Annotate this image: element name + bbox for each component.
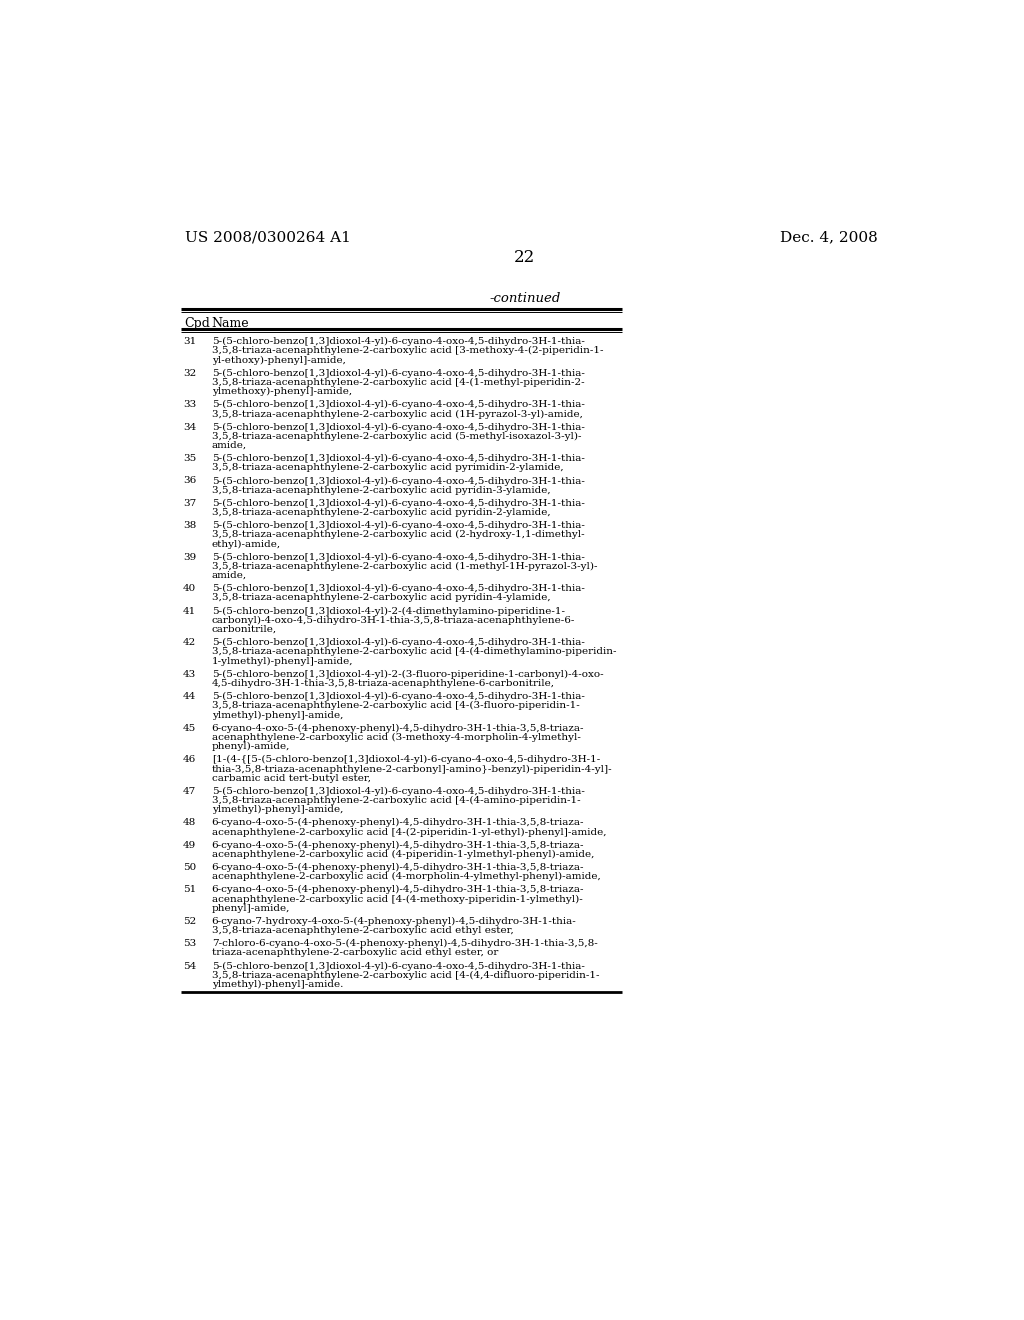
Text: 6-cyano-4-oxo-5-(4-phenoxy-phenyl)-4,5-dihydro-3H-1-thia-3,5,8-triaza-: 6-cyano-4-oxo-5-(4-phenoxy-phenyl)-4,5-d… — [212, 723, 585, 733]
Text: 46: 46 — [183, 755, 197, 764]
Text: 45: 45 — [183, 723, 197, 733]
Text: acenaphthylene-2-carboxylic acid (4-morpholin-4-ylmethyl-phenyl)-amide,: acenaphthylene-2-carboxylic acid (4-morp… — [212, 873, 600, 882]
Text: 5-(5-chloro-benzo[1,3]dioxol-4-yl)-6-cyano-4-oxo-4,5-dihydro-3H-1-thia-: 5-(5-chloro-benzo[1,3]dioxol-4-yl)-6-cya… — [212, 521, 585, 531]
Text: 43: 43 — [183, 669, 197, 678]
Text: 39: 39 — [183, 553, 197, 561]
Text: amide,: amide, — [212, 572, 247, 579]
Text: Dec. 4, 2008: Dec. 4, 2008 — [780, 230, 879, 244]
Text: yl-ethoxy)-phenyl]-amide,: yl-ethoxy)-phenyl]-amide, — [212, 355, 345, 364]
Text: ethyl)-amide,: ethyl)-amide, — [212, 540, 281, 549]
Text: 3,5,8-triaza-acenaphthylene-2-carboxylic acid (1-methyl-1H-pyrazol-3-yl)-: 3,5,8-triaza-acenaphthylene-2-carboxylic… — [212, 562, 597, 572]
Text: 5-(5-chloro-benzo[1,3]dioxol-4-yl)-6-cyano-4-oxo-4,5-dihydro-3H-1-thia-: 5-(5-chloro-benzo[1,3]dioxol-4-yl)-6-cya… — [212, 477, 585, 486]
Text: 7-chloro-6-cyano-4-oxo-5-(4-phenoxy-phenyl)-4,5-dihydro-3H-1-thia-3,5,8-: 7-chloro-6-cyano-4-oxo-5-(4-phenoxy-phen… — [212, 940, 597, 948]
Text: ylmethyl)-phenyl]-amide,: ylmethyl)-phenyl]-amide, — [212, 805, 343, 814]
Text: 5-(5-chloro-benzo[1,3]dioxol-4-yl)-6-cyano-4-oxo-4,5-dihydro-3H-1-thia-: 5-(5-chloro-benzo[1,3]dioxol-4-yl)-6-cya… — [212, 585, 585, 593]
Text: 3,5,8-triaza-acenaphthylene-2-carboxylic acid (2-hydroxy-1,1-dimethyl-: 3,5,8-triaza-acenaphthylene-2-carboxylic… — [212, 531, 585, 540]
Text: carbamic acid tert-butyl ester,: carbamic acid tert-butyl ester, — [212, 774, 371, 783]
Text: 5-(5-chloro-benzo[1,3]dioxol-4-yl)-6-cyano-4-oxo-4,5-dihydro-3H-1-thia-: 5-(5-chloro-benzo[1,3]dioxol-4-yl)-6-cya… — [212, 638, 585, 647]
Text: ylmethyl)-phenyl]-amide,: ylmethyl)-phenyl]-amide, — [212, 710, 343, 719]
Text: 3,5,8-triaza-acenaphthylene-2-carboxylic acid pyridin-4-ylamide,: 3,5,8-triaza-acenaphthylene-2-carboxylic… — [212, 594, 550, 602]
Text: 3,5,8-triaza-acenaphthylene-2-carboxylic acid [4-(1-methyl-piperidin-2-: 3,5,8-triaza-acenaphthylene-2-carboxylic… — [212, 378, 585, 387]
Text: 3,5,8-triaza-acenaphthylene-2-carboxylic acid ethyl ester,: 3,5,8-triaza-acenaphthylene-2-carboxylic… — [212, 927, 513, 935]
Text: 3,5,8-triaza-acenaphthylene-2-carboxylic acid pyridin-2-ylamide,: 3,5,8-triaza-acenaphthylene-2-carboxylic… — [212, 508, 550, 517]
Text: 6-cyano-7-hydroxy-4-oxo-5-(4-phenoxy-phenyl)-4,5-dihydro-3H-1-thia-: 6-cyano-7-hydroxy-4-oxo-5-(4-phenoxy-phe… — [212, 917, 577, 925]
Text: -continued: -continued — [489, 292, 560, 305]
Text: 3,5,8-triaza-acenaphthylene-2-carboxylic acid pyridin-3-ylamide,: 3,5,8-triaza-acenaphthylene-2-carboxylic… — [212, 486, 550, 495]
Text: 33: 33 — [183, 400, 197, 409]
Text: 5-(5-chloro-benzo[1,3]dioxol-4-yl)-6-cyano-4-oxo-4,5-dihydro-3H-1-thia-: 5-(5-chloro-benzo[1,3]dioxol-4-yl)-6-cya… — [212, 400, 585, 409]
Text: 42: 42 — [183, 638, 197, 647]
Text: amide,: amide, — [212, 441, 247, 450]
Text: 36: 36 — [183, 477, 197, 486]
Text: 5-(5-chloro-benzo[1,3]dioxol-4-yl)-6-cyano-4-oxo-4,5-dihydro-3H-1-thia-: 5-(5-chloro-benzo[1,3]dioxol-4-yl)-6-cya… — [212, 787, 585, 796]
Text: 38: 38 — [183, 521, 197, 531]
Text: thia-3,5,8-triaza-acenaphthylene-2-carbonyl]-amino}-benzyl)-piperidin-4-yl]-: thia-3,5,8-triaza-acenaphthylene-2-carbo… — [212, 764, 612, 774]
Text: 40: 40 — [183, 585, 197, 593]
Text: 47: 47 — [183, 787, 197, 796]
Text: 3,5,8-triaza-acenaphthylene-2-carboxylic acid [4-(4,4-difluoro-piperidin-1-: 3,5,8-triaza-acenaphthylene-2-carboxylic… — [212, 970, 599, 979]
Text: 31: 31 — [183, 337, 197, 346]
Text: 6-cyano-4-oxo-5-(4-phenoxy-phenyl)-4,5-dihydro-3H-1-thia-3,5,8-triaza-: 6-cyano-4-oxo-5-(4-phenoxy-phenyl)-4,5-d… — [212, 818, 585, 828]
Text: carbonyl)-4-oxo-4,5-dihydro-3H-1-thia-3,5,8-triaza-acenaphthylene-6-: carbonyl)-4-oxo-4,5-dihydro-3H-1-thia-3,… — [212, 615, 575, 624]
Text: US 2008/0300264 A1: US 2008/0300264 A1 — [184, 230, 350, 244]
Text: 3,5,8-triaza-acenaphthylene-2-carboxylic acid (5-methyl-isoxazol-3-yl)-: 3,5,8-triaza-acenaphthylene-2-carboxylic… — [212, 432, 582, 441]
Text: 48: 48 — [183, 818, 197, 828]
Text: 5-(5-chloro-benzo[1,3]dioxol-4-yl)-6-cyano-4-oxo-4,5-dihydro-3H-1-thia-: 5-(5-chloro-benzo[1,3]dioxol-4-yl)-6-cya… — [212, 454, 585, 463]
Text: 52: 52 — [183, 917, 197, 925]
Text: 54: 54 — [183, 961, 197, 970]
Text: 3,5,8-triaza-acenaphthylene-2-carboxylic acid pyrimidin-2-ylamide,: 3,5,8-triaza-acenaphthylene-2-carboxylic… — [212, 463, 563, 473]
Text: 5-(5-chloro-benzo[1,3]dioxol-4-yl)-6-cyano-4-oxo-4,5-dihydro-3H-1-thia-: 5-(5-chloro-benzo[1,3]dioxol-4-yl)-6-cya… — [212, 499, 585, 508]
Text: 6-cyano-4-oxo-5-(4-phenoxy-phenyl)-4,5-dihydro-3H-1-thia-3,5,8-triaza-: 6-cyano-4-oxo-5-(4-phenoxy-phenyl)-4,5-d… — [212, 841, 585, 850]
Text: 3,5,8-triaza-acenaphthylene-2-carboxylic acid [4-(4-dimethylamino-piperidin-: 3,5,8-triaza-acenaphthylene-2-carboxylic… — [212, 647, 616, 656]
Text: 35: 35 — [183, 454, 197, 463]
Text: 3,5,8-triaza-acenaphthylene-2-carboxylic acid [4-(3-fluoro-piperidin-1-: 3,5,8-triaza-acenaphthylene-2-carboxylic… — [212, 701, 580, 710]
Text: triaza-acenaphthylene-2-carboxylic acid ethyl ester, or: triaza-acenaphthylene-2-carboxylic acid … — [212, 949, 498, 957]
Text: 3,5,8-triaza-acenaphthylene-2-carboxylic acid [3-methoxy-4-(2-piperidin-1-: 3,5,8-triaza-acenaphthylene-2-carboxylic… — [212, 346, 603, 355]
Text: acenaphthylene-2-carboxylic acid (3-methoxy-4-morpholin-4-ylmethyl-: acenaphthylene-2-carboxylic acid (3-meth… — [212, 733, 581, 742]
Text: ylmethyl)-phenyl]-amide.: ylmethyl)-phenyl]-amide. — [212, 979, 343, 989]
Text: 5-(5-chloro-benzo[1,3]dioxol-4-yl)-6-cyano-4-oxo-4,5-dihydro-3H-1-thia-: 5-(5-chloro-benzo[1,3]dioxol-4-yl)-6-cya… — [212, 368, 585, 378]
Text: 3,5,8-triaza-acenaphthylene-2-carboxylic acid [4-(4-amino-piperidin-1-: 3,5,8-triaza-acenaphthylene-2-carboxylic… — [212, 796, 581, 805]
Text: 44: 44 — [183, 692, 197, 701]
Text: 1-ylmethyl)-phenyl]-amide,: 1-ylmethyl)-phenyl]-amide, — [212, 656, 353, 665]
Text: 5-(5-chloro-benzo[1,3]dioxol-4-yl)-2-(3-fluoro-piperidine-1-carbonyl)-4-oxo-: 5-(5-chloro-benzo[1,3]dioxol-4-yl)-2-(3-… — [212, 669, 603, 678]
Text: 50: 50 — [183, 863, 197, 873]
Text: 4,5-dihydro-3H-1-thia-3,5,8-triaza-acenaphthylene-6-carbonitrile,: 4,5-dihydro-3H-1-thia-3,5,8-triaza-acena… — [212, 678, 555, 688]
Text: 53: 53 — [183, 940, 197, 948]
Text: 6-cyano-4-oxo-5-(4-phenoxy-phenyl)-4,5-dihydro-3H-1-thia-3,5,8-triaza-: 6-cyano-4-oxo-5-(4-phenoxy-phenyl)-4,5-d… — [212, 886, 585, 895]
Text: phenyl)-amide,: phenyl)-amide, — [212, 742, 290, 751]
Text: 49: 49 — [183, 841, 197, 850]
Text: [1-(4-{[5-(5-chloro-benzo[1,3]dioxol-4-yl)-6-cyano-4-oxo-4,5-dihydro-3H-1-: [1-(4-{[5-(5-chloro-benzo[1,3]dioxol-4-y… — [212, 755, 600, 764]
Text: 51: 51 — [183, 886, 197, 894]
Text: 5-(5-chloro-benzo[1,3]dioxol-4-yl)-6-cyano-4-oxo-4,5-dihydro-3H-1-thia-: 5-(5-chloro-benzo[1,3]dioxol-4-yl)-6-cya… — [212, 422, 585, 432]
Text: 3,5,8-triaza-acenaphthylene-2-carboxylic acid (1H-pyrazol-3-yl)-amide,: 3,5,8-triaza-acenaphthylene-2-carboxylic… — [212, 409, 583, 418]
Text: ylmethoxy)-phenyl]-amide,: ylmethoxy)-phenyl]-amide, — [212, 387, 352, 396]
Text: 41: 41 — [183, 607, 197, 615]
Text: 32: 32 — [183, 368, 197, 378]
Text: acenaphthylene-2-carboxylic acid (4-piperidin-1-ylmethyl-phenyl)-amide,: acenaphthylene-2-carboxylic acid (4-pipe… — [212, 850, 594, 859]
Text: carbonitrile,: carbonitrile, — [212, 626, 276, 634]
Text: 5-(5-chloro-benzo[1,3]dioxol-4-yl)-6-cyano-4-oxo-4,5-dihydro-3H-1-thia-: 5-(5-chloro-benzo[1,3]dioxol-4-yl)-6-cya… — [212, 961, 585, 970]
Text: Name: Name — [212, 317, 249, 330]
Text: 5-(5-chloro-benzo[1,3]dioxol-4-yl)-6-cyano-4-oxo-4,5-dihydro-3H-1-thia-: 5-(5-chloro-benzo[1,3]dioxol-4-yl)-6-cya… — [212, 337, 585, 346]
Text: 6-cyano-4-oxo-5-(4-phenoxy-phenyl)-4,5-dihydro-3H-1-thia-3,5,8-triaza-: 6-cyano-4-oxo-5-(4-phenoxy-phenyl)-4,5-d… — [212, 863, 585, 873]
Text: 34: 34 — [183, 422, 197, 432]
Text: phenyl]-amide,: phenyl]-amide, — [212, 904, 290, 912]
Text: acenaphthylene-2-carboxylic acid [4-(4-methoxy-piperidin-1-ylmethyl)-: acenaphthylene-2-carboxylic acid [4-(4-m… — [212, 895, 583, 904]
Text: 37: 37 — [183, 499, 197, 508]
Text: acenaphthylene-2-carboxylic acid [4-(2-piperidin-1-yl-ethyl)-phenyl]-amide,: acenaphthylene-2-carboxylic acid [4-(2-p… — [212, 828, 606, 837]
Text: 5-(5-chloro-benzo[1,3]dioxol-4-yl)-6-cyano-4-oxo-4,5-dihydro-3H-1-thia-: 5-(5-chloro-benzo[1,3]dioxol-4-yl)-6-cya… — [212, 692, 585, 701]
Text: 22: 22 — [514, 249, 536, 267]
Text: 5-(5-chloro-benzo[1,3]dioxol-4-yl)-2-(4-dimethylamino-piperidine-1-: 5-(5-chloro-benzo[1,3]dioxol-4-yl)-2-(4-… — [212, 607, 564, 615]
Text: Cpd: Cpd — [183, 317, 210, 330]
Text: 5-(5-chloro-benzo[1,3]dioxol-4-yl)-6-cyano-4-oxo-4,5-dihydro-3H-1-thia-: 5-(5-chloro-benzo[1,3]dioxol-4-yl)-6-cya… — [212, 553, 585, 562]
